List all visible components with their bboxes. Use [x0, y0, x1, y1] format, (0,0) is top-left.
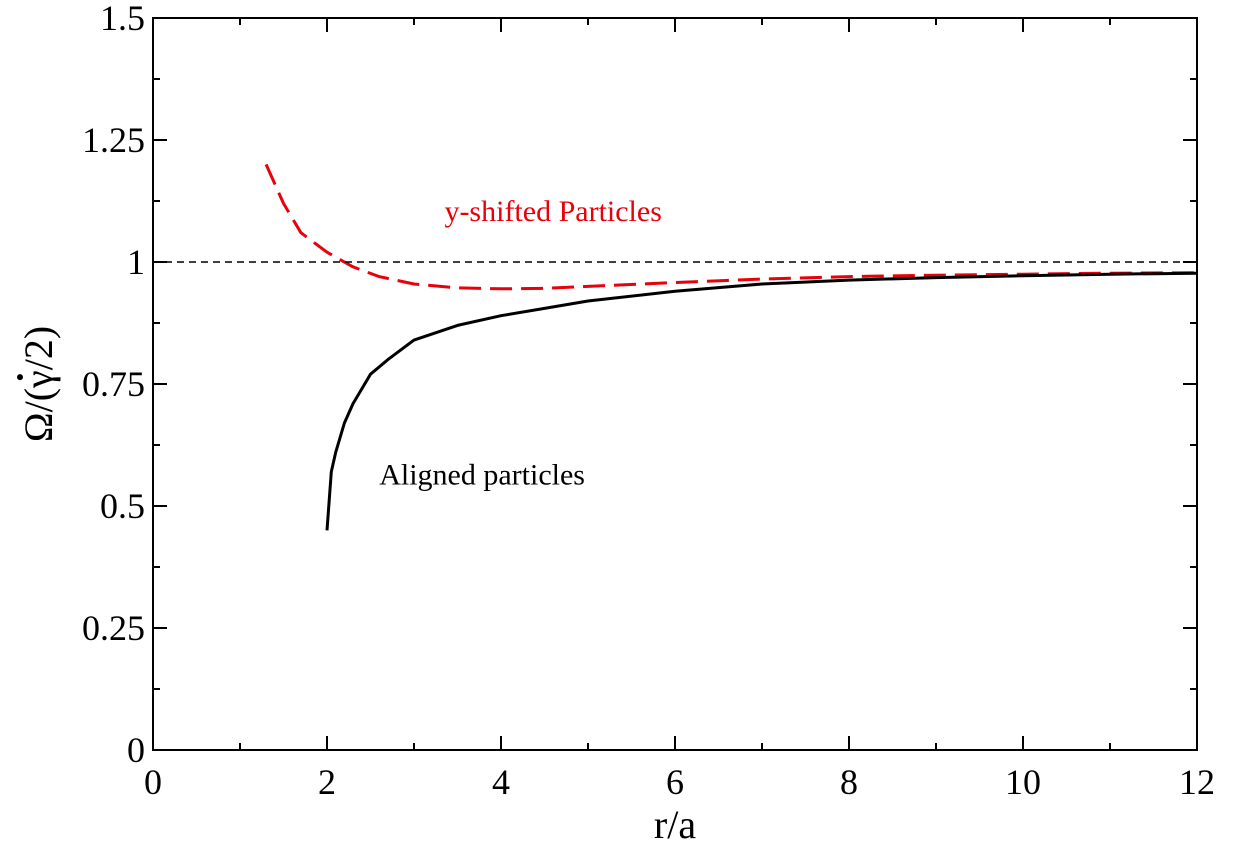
- y-tick-label: 0.25: [82, 608, 145, 648]
- y-axis-title-part-1: Ω/(: [16, 388, 61, 442]
- y-tick-label: 0.5: [100, 486, 145, 526]
- x-tick-label: 0: [144, 762, 162, 802]
- series-line-y-shifted: [264, 163, 1198, 291]
- x-tick-label: 8: [840, 762, 858, 802]
- x-tick-label: 10: [1005, 762, 1041, 802]
- plot-frame: [152, 17, 1198, 751]
- y-tick-label: 1.5: [100, 0, 145, 38]
- annotation-aligned: Aligned particles: [379, 458, 585, 491]
- y-tick-label: 0.75: [82, 364, 145, 404]
- y-tick-label: 1.25: [82, 120, 145, 160]
- svg-text:Ω/(γ/2): Ω/(γ/2): [16, 326, 61, 442]
- series-lines: [153, 163, 1198, 531]
- x-tick-label: 4: [492, 762, 510, 802]
- x-tick-label: 2: [318, 762, 336, 802]
- y-tick-label: 1: [127, 242, 145, 282]
- x-axis-title: r/a: [654, 802, 696, 846]
- x-tick-label: 6: [666, 762, 684, 802]
- tick-marks: [152, 17, 1198, 751]
- y-tick-label: 0: [127, 730, 145, 770]
- series-line-aligned: [325, 271, 1198, 531]
- y-axis-title-part-3: /2): [16, 326, 61, 370]
- y-axis-title: Ω/(γ/2): [16, 326, 61, 442]
- x-tick-label: 12: [1179, 762, 1215, 802]
- y-axis-title-gamma: γ: [16, 370, 61, 389]
- gamma-dot: [17, 374, 23, 381]
- tick-labels: 0 2 4 6 8 10 12 0 0.25 0.5 0.75 1 1.25 1.5: [82, 0, 1215, 802]
- annotation-y-shifted: y-shifted Particles: [444, 195, 661, 228]
